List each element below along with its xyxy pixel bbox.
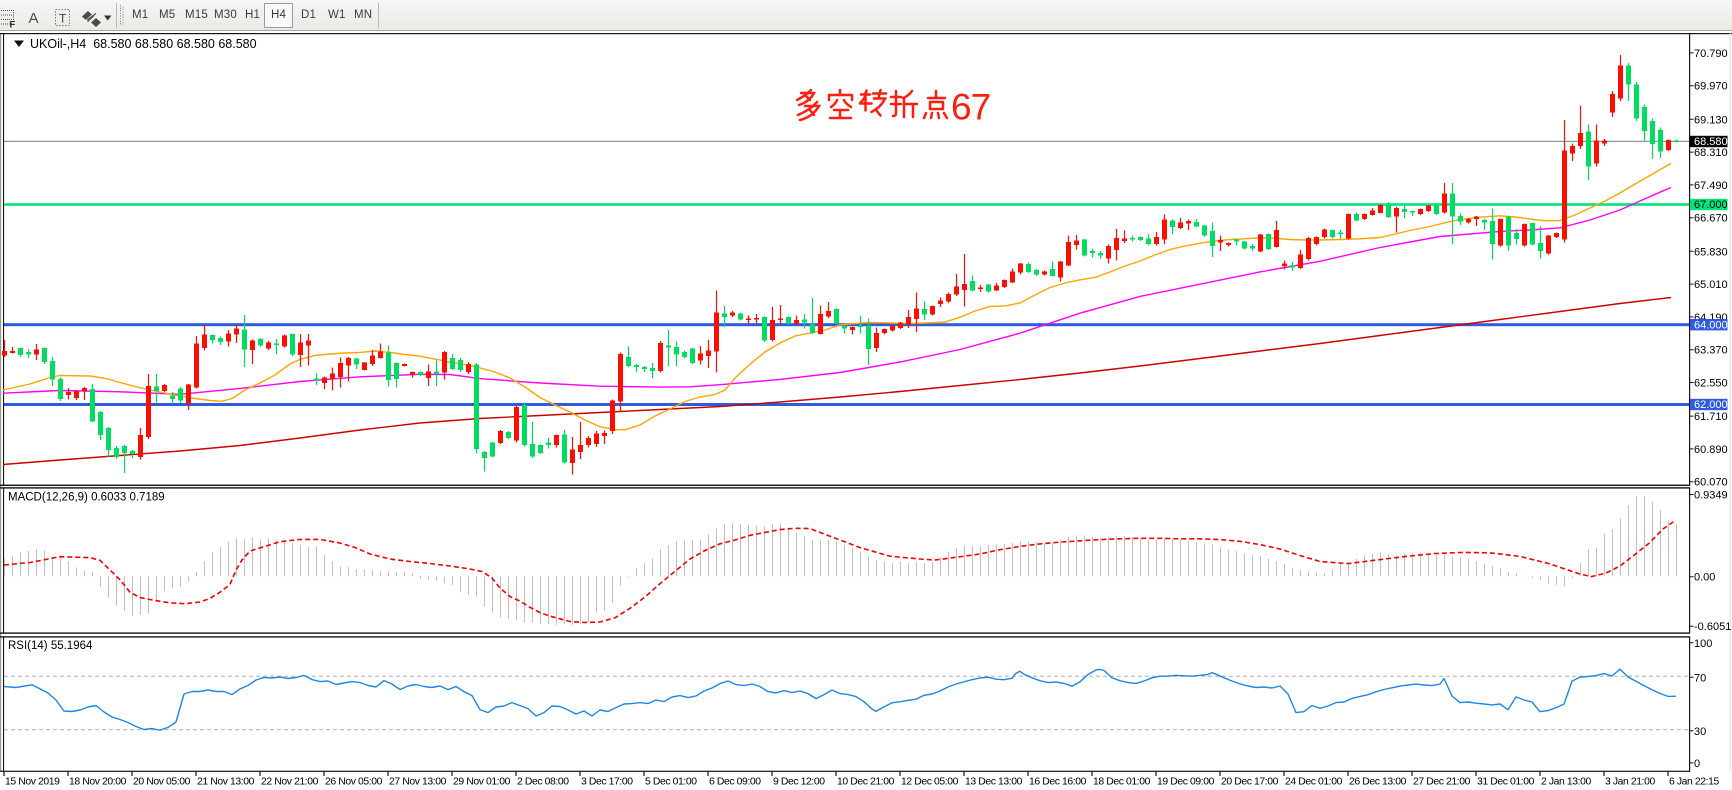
svg-text:26 Nov 05:00: 26 Nov 05:00 — [325, 777, 383, 788]
svg-text:64.000: 64.000 — [1694, 319, 1728, 331]
svg-text:10 Dec 21:00: 10 Dec 21:00 — [837, 777, 895, 788]
svg-text:26 Dec 13:00: 26 Dec 13:00 — [1349, 777, 1407, 788]
svg-text:0: 0 — [1694, 758, 1700, 770]
svg-text:67: 67 — [951, 87, 990, 128]
svg-text:24 Dec 01:00: 24 Dec 01:00 — [1285, 777, 1343, 788]
svg-text:62.550: 62.550 — [1694, 378, 1728, 390]
svg-text:F: F — [10, 20, 16, 31]
svg-text:3 Jan 21:00: 3 Jan 21:00 — [1605, 777, 1656, 788]
svg-text:67.000: 67.000 — [1694, 199, 1728, 211]
svg-text:9 Dec 12:00: 9 Dec 12:00 — [773, 777, 825, 788]
svg-text:20 Nov 05:00: 20 Nov 05:00 — [133, 777, 191, 788]
svg-text:12 Dec 05:00: 12 Dec 05:00 — [901, 777, 959, 788]
svg-text:100: 100 — [1694, 638, 1712, 650]
svg-text:61.710: 61.710 — [1694, 411, 1728, 423]
svg-text:62.000: 62.000 — [1694, 399, 1728, 411]
svg-text:-0.6051: -0.6051 — [1694, 621, 1731, 633]
svg-text:65.010: 65.010 — [1694, 279, 1728, 291]
svg-text:31 Dec 01:00: 31 Dec 01:00 — [1477, 777, 1535, 788]
svg-text:21 Nov 13:00: 21 Nov 13:00 — [197, 777, 255, 788]
svg-text:13 Dec 13:00: 13 Dec 13:00 — [965, 777, 1023, 788]
svg-text:6 Dec 09:00: 6 Dec 09:00 — [709, 777, 761, 788]
svg-text:65.830: 65.830 — [1694, 246, 1728, 258]
svg-text:UKOil-,H4 68.580 68.580 68.58: UKOil-,H4 68.580 68.580 68.580 68.580 — [30, 37, 257, 51]
svg-text:67.490: 67.490 — [1694, 180, 1728, 192]
svg-text:68.310: 68.310 — [1694, 147, 1728, 159]
svg-text:29 Nov 01:00: 29 Nov 01:00 — [453, 777, 511, 788]
svg-text:A: A — [29, 10, 39, 27]
svg-text:2 Jan 13:00: 2 Jan 13:00 — [1541, 777, 1592, 788]
svg-text:70.790: 70.790 — [1694, 48, 1728, 60]
svg-text:20 Dec 17:00: 20 Dec 17:00 — [1221, 777, 1279, 788]
svg-text:18 Dec 01:00: 18 Dec 01:00 — [1093, 777, 1151, 788]
svg-text:69.970: 69.970 — [1694, 81, 1728, 93]
svg-text:70: 70 — [1694, 672, 1706, 684]
svg-text:0.00: 0.00 — [1694, 572, 1715, 584]
svg-text:0.9349: 0.9349 — [1694, 490, 1728, 502]
svg-text:MACD(12,26,9) 0.6033 0.7189: MACD(12,26,9) 0.6033 0.7189 — [8, 492, 165, 504]
svg-text:T: T — [59, 12, 67, 26]
svg-text:27 Nov 13:00: 27 Nov 13:00 — [389, 777, 447, 788]
svg-text:RSI(14) 55.1964: RSI(14) 55.1964 — [8, 640, 93, 652]
svg-text:5 Dec 01:00: 5 Dec 01:00 — [645, 777, 697, 788]
svg-text:15 Nov 2019: 15 Nov 2019 — [5, 777, 60, 788]
svg-text:6 Jan 22:15: 6 Jan 22:15 — [1669, 777, 1720, 788]
svg-text:22 Nov 21:00: 22 Nov 21:00 — [261, 777, 319, 788]
svg-text:60.890: 60.890 — [1694, 444, 1728, 456]
svg-text:16 Dec 16:00: 16 Dec 16:00 — [1029, 777, 1087, 788]
svg-text:63.370: 63.370 — [1694, 345, 1728, 357]
svg-text:60.070: 60.070 — [1694, 477, 1728, 489]
svg-text:27 Dec 21:00: 27 Dec 21:00 — [1413, 777, 1471, 788]
svg-text:3 Dec 17:00: 3 Dec 17:00 — [581, 777, 633, 788]
svg-text:66.670: 66.670 — [1694, 213, 1728, 225]
svg-text:18 Nov 20:00: 18 Nov 20:00 — [69, 777, 127, 788]
svg-text:68.580: 68.580 — [1694, 136, 1728, 148]
svg-text:2 Dec 08:00: 2 Dec 08:00 — [517, 777, 569, 788]
svg-text:19 Dec 09:00: 19 Dec 09:00 — [1157, 777, 1215, 788]
svg-text:30: 30 — [1694, 726, 1706, 738]
svg-text:69.130: 69.130 — [1694, 114, 1728, 126]
